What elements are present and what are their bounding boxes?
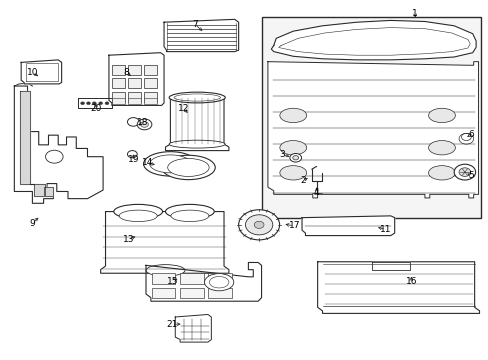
Bar: [261, 17, 480, 218]
Circle shape: [81, 102, 84, 105]
Text: 10: 10: [26, 68, 38, 77]
Circle shape: [127, 118, 139, 126]
Bar: [208, 288, 231, 298]
Text: 13: 13: [122, 235, 134, 244]
Text: 1: 1: [411, 9, 417, 18]
Polygon shape: [371, 262, 409, 270]
Text: 18: 18: [137, 118, 148, 127]
Text: 9: 9: [29, 219, 35, 228]
Polygon shape: [146, 262, 261, 301]
Circle shape: [254, 221, 264, 228]
Text: 2: 2: [300, 176, 305, 185]
Polygon shape: [14, 86, 103, 203]
Circle shape: [292, 156, 298, 160]
Ellipse shape: [119, 210, 157, 222]
Polygon shape: [78, 98, 112, 108]
Ellipse shape: [161, 155, 215, 180]
Circle shape: [105, 102, 109, 105]
Ellipse shape: [427, 140, 454, 155]
Circle shape: [289, 153, 301, 162]
Text: 7: 7: [191, 19, 197, 28]
Polygon shape: [175, 315, 211, 342]
Bar: [152, 288, 175, 298]
Bar: [144, 64, 157, 75]
Bar: [180, 273, 203, 284]
Circle shape: [137, 119, 152, 130]
Bar: [144, 78, 157, 88]
Ellipse shape: [149, 155, 191, 173]
Ellipse shape: [204, 274, 233, 291]
Bar: [128, 98, 141, 104]
Text: 21: 21: [166, 320, 178, 329]
Text: 20: 20: [90, 104, 101, 113]
Text: 15: 15: [166, 276, 178, 285]
Text: 19: 19: [127, 155, 139, 164]
Text: 16: 16: [405, 276, 416, 285]
Bar: [144, 98, 157, 104]
Bar: [112, 98, 124, 104]
Text: 3: 3: [279, 150, 285, 159]
Ellipse shape: [114, 204, 162, 219]
Ellipse shape: [165, 204, 214, 219]
Polygon shape: [317, 262, 479, 314]
Bar: [128, 92, 141, 102]
Ellipse shape: [170, 210, 208, 222]
Ellipse shape: [279, 166, 306, 180]
Bar: [128, 64, 141, 75]
Circle shape: [127, 150, 137, 158]
Bar: [112, 64, 124, 75]
Ellipse shape: [427, 108, 454, 123]
Ellipse shape: [279, 140, 306, 155]
Polygon shape: [271, 21, 475, 60]
Polygon shape: [20, 91, 53, 196]
Circle shape: [45, 150, 63, 163]
Bar: [112, 92, 124, 102]
Polygon shape: [267, 62, 478, 198]
Ellipse shape: [169, 92, 225, 103]
Ellipse shape: [167, 158, 209, 176]
Text: 17: 17: [288, 221, 299, 230]
Text: 6: 6: [468, 130, 473, 139]
Circle shape: [99, 102, 102, 105]
Text: 5: 5: [468, 171, 473, 180]
Circle shape: [453, 164, 475, 180]
Ellipse shape: [279, 108, 306, 123]
Ellipse shape: [427, 166, 454, 180]
Bar: [152, 273, 175, 284]
Polygon shape: [109, 53, 163, 105]
Ellipse shape: [174, 94, 220, 101]
Bar: [144, 92, 157, 102]
Circle shape: [86, 102, 90, 105]
Text: 8: 8: [123, 68, 129, 77]
Ellipse shape: [169, 140, 225, 148]
Circle shape: [92, 102, 96, 105]
Text: 11: 11: [379, 225, 391, 234]
Polygon shape: [101, 212, 228, 273]
Text: 12: 12: [178, 104, 189, 113]
Bar: [128, 78, 141, 88]
Polygon shape: [21, 60, 61, 84]
Circle shape: [141, 122, 148, 127]
Polygon shape: [302, 216, 394, 235]
Ellipse shape: [209, 276, 228, 288]
Text: 14: 14: [142, 158, 153, 167]
Text: 4: 4: [313, 188, 319, 197]
Ellipse shape: [146, 265, 184, 276]
Polygon shape: [163, 19, 238, 51]
Bar: [180, 288, 203, 298]
Bar: [112, 78, 124, 88]
Ellipse shape: [143, 152, 197, 176]
Bar: [208, 273, 231, 284]
Circle shape: [245, 215, 272, 235]
Circle shape: [238, 210, 279, 240]
Circle shape: [458, 168, 470, 176]
Polygon shape: [165, 98, 228, 150]
